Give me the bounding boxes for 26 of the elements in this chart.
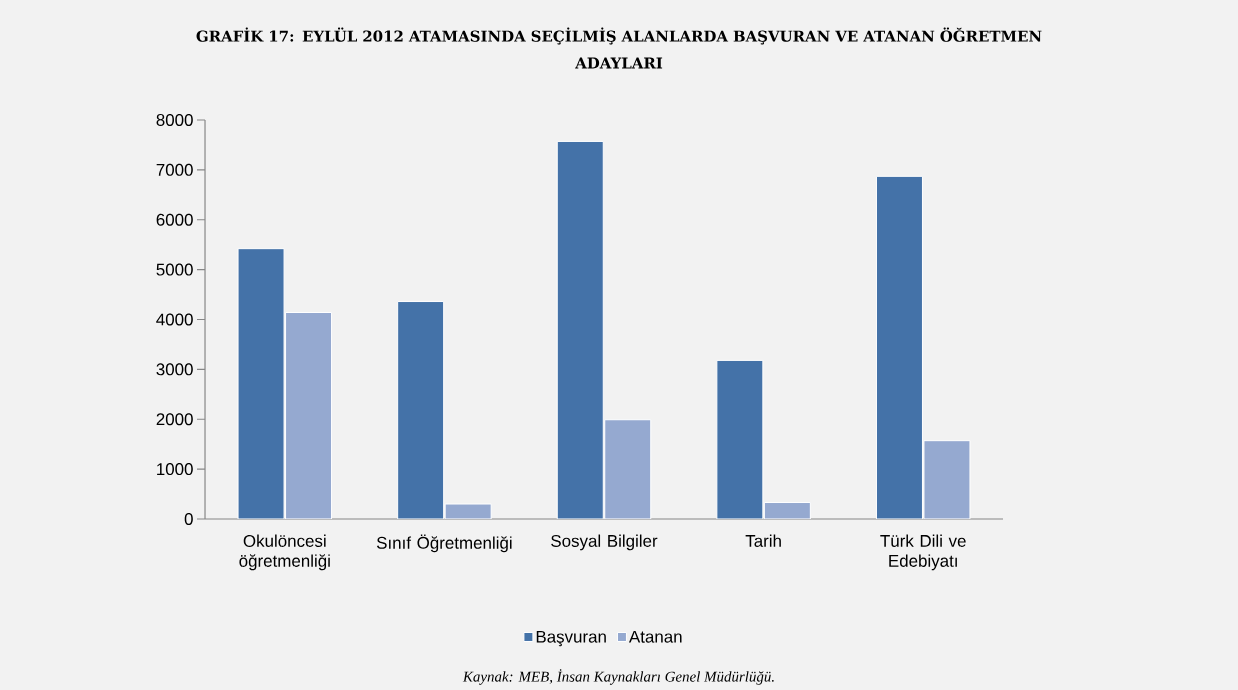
y-tick-label: 7000 bbox=[156, 163, 193, 176]
y-tick-label: 3000 bbox=[156, 363, 193, 376]
chart-title: GRAFİK 17: EYLÜL 2012 ATAMASINDA SEÇİLMİŞ ALANLARDA BAŞVURAN VE ATANAN ÖĞRETMEN ADAYLARI bbox=[196, 27, 1042, 69]
y-tick-label: 5000 bbox=[156, 263, 193, 276]
y-tick-label: 8000 bbox=[156, 113, 193, 126]
legend-label: Başvuran bbox=[536, 630, 606, 647]
text: Kaynak: MEB, İnsan Kaynakları Genel Müdürlüğü. bbox=[462, 669, 774, 685]
x-tick-label: Tarih bbox=[745, 534, 781, 547]
bar bbox=[604, 419, 652, 519]
bar bbox=[716, 359, 764, 519]
x-tick-label: Okulöncesi öğretmenliği bbox=[239, 534, 330, 571]
bar bbox=[285, 312, 333, 519]
bar bbox=[237, 248, 285, 519]
y-tick-label: 6000 bbox=[156, 213, 193, 226]
x-tick-label: Sosyal Bilgiler bbox=[551, 534, 658, 551]
y-tick-label: 0 bbox=[184, 512, 193, 525]
x-tick-label: Türk Dili ve Edebiyatı bbox=[880, 534, 966, 571]
bar bbox=[397, 301, 445, 519]
y-tick-label: 2000 bbox=[156, 413, 193, 426]
y-tick-label: 1000 bbox=[157, 463, 193, 476]
bar bbox=[923, 440, 971, 519]
x-tick-label: Sınıf Öğretmenliği bbox=[376, 534, 512, 553]
bar bbox=[556, 140, 604, 519]
y-tick-label: 4000 bbox=[156, 313, 193, 326]
bar bbox=[875, 175, 923, 519]
legend-label: Atanan bbox=[628, 630, 682, 643]
